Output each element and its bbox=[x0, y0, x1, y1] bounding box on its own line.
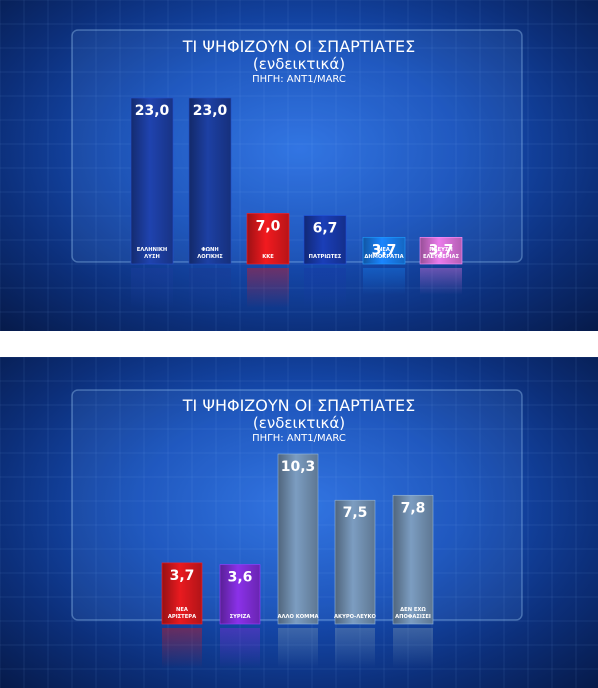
chart-panel-2: ΤΙ ΨΗΦΙΖΟΥΝ ΟΙ ΣΠΑΡΤΙΑΤΕΣ (ενδεικτικά) Π… bbox=[0, 357, 598, 688]
bar-1 bbox=[130, 97, 174, 265]
bar-category-label: ΑΡΙΣΤΕΡΑ bbox=[168, 614, 196, 620]
bar-reflection bbox=[189, 268, 231, 308]
chart-title: ΤΙ ΨΗΦΙΖΟΥΝ ΟΙ ΣΠΑΡΤΙΑΤΕΣ bbox=[182, 396, 415, 415]
bar-6 bbox=[419, 236, 463, 265]
value-label-4: 7,5 bbox=[343, 505, 368, 521]
bar-category-label: ΝΕΑ bbox=[378, 247, 390, 253]
bar-4 bbox=[303, 215, 347, 265]
bar-category-label: ΣΥΡΙΖΑ bbox=[230, 614, 251, 620]
bar-category-label: ΦΩΝΗ bbox=[201, 247, 219, 253]
value-label-1: 23,0 bbox=[135, 103, 170, 119]
bar-reflection bbox=[247, 268, 289, 308]
bar-5 bbox=[392, 494, 434, 625]
bar-1 bbox=[161, 562, 203, 625]
bar-category-label: ΚΚΕ bbox=[262, 254, 274, 260]
bar-category-label: ΕΛΕΥΘΕΡΙΑΣ bbox=[423, 254, 460, 260]
bar-category-label: ΠΛΕΥΣΗ bbox=[429, 247, 453, 253]
bar-5 bbox=[362, 236, 406, 265]
value-label-3: 10,3 bbox=[281, 459, 316, 475]
value-label-3: 7,0 bbox=[256, 218, 281, 234]
value-label-2: 23,0 bbox=[193, 103, 228, 119]
chart-screen bbox=[71, 29, 523, 263]
bar-category-label: ΝΕΑ bbox=[176, 607, 188, 613]
bar-reflection bbox=[220, 628, 260, 668]
chart-source: ΠΗΓΗ: ANT1/MARC bbox=[252, 74, 346, 85]
chart-subtitle: (ενδεικτικά) bbox=[253, 55, 345, 73]
bar-reflection bbox=[363, 268, 405, 295]
chart-source: ΠΗΓΗ: ANT1/MARC bbox=[252, 433, 346, 444]
bar-4 bbox=[334, 499, 376, 625]
chart-subtitle: (ενδεικτικά) bbox=[253, 414, 345, 432]
chart-2: ΤΙ ΨΗΦΙΖΟΥΝ ΟΙ ΣΠΑΡΤΙΑΤΕΣ (ενδεικτικά) Π… bbox=[0, 357, 598, 688]
bar-3 bbox=[246, 213, 290, 265]
bar-category-label: ΑΛΛΟ ΚΟΜΜΑ bbox=[277, 614, 318, 620]
bar-category-label: ΠΑΤΡΙΩΤΕΣ bbox=[309, 254, 342, 260]
chart-1: ΤΙ ΨΗΦΙΖΟΥΝ ΟΙ ΣΠΑΡΤΙΑΤΕΣ (ενδεικτικά) Π… bbox=[0, 0, 598, 331]
value-label-1: 3,7 bbox=[170, 568, 195, 584]
chart-title: ΤΙ ΨΗΦΙΖΟΥΝ ΟΙ ΣΠΑΡΤΙΑΤΕΣ bbox=[182, 37, 415, 56]
bar-3 bbox=[277, 453, 319, 625]
background-grid bbox=[0, 357, 598, 688]
bar-reflection bbox=[131, 268, 173, 308]
bar-category-label: ΕΛΛΗΝΙΚΗ bbox=[137, 247, 168, 253]
bar-reflection bbox=[278, 628, 318, 668]
bar-reflection bbox=[162, 628, 202, 668]
bar-2 bbox=[219, 564, 261, 625]
bar-category-label: ΑΠΟΦΑΣΙΣΕΙ bbox=[395, 614, 431, 620]
bar-reflection bbox=[304, 268, 346, 308]
bar-category-label: ΛΟΓΙΚΗΣ bbox=[197, 254, 223, 260]
bar-category-label: ΛΥΣΗ bbox=[144, 254, 160, 260]
value-label-4: 6,7 bbox=[313, 221, 338, 237]
chart-panel-1: ΤΙ ΨΗΦΙΖΟΥΝ ΟΙ ΣΠΑΡΤΙΑΤΕΣ (ενδεικτικά) Π… bbox=[0, 0, 598, 331]
bar-category-label: ΔΗΜΟΚΡΑΤΙΑ bbox=[364, 254, 403, 260]
bar-reflection bbox=[420, 268, 462, 295]
bar-reflection bbox=[335, 628, 375, 668]
bar-category-label: ΔΕΝ ΕΧΩ bbox=[400, 607, 426, 613]
value-label-2: 3,6 bbox=[228, 570, 253, 586]
bar-reflection bbox=[393, 628, 433, 668]
value-label-5: 3,7 bbox=[372, 242, 397, 258]
bar-2 bbox=[188, 97, 232, 265]
value-label-5: 7,8 bbox=[401, 500, 426, 516]
bar-category-label: ΑΚΥΡΟ-ΛΕΥΚΟ bbox=[334, 614, 376, 620]
value-label-6: 3,7 bbox=[429, 242, 454, 258]
